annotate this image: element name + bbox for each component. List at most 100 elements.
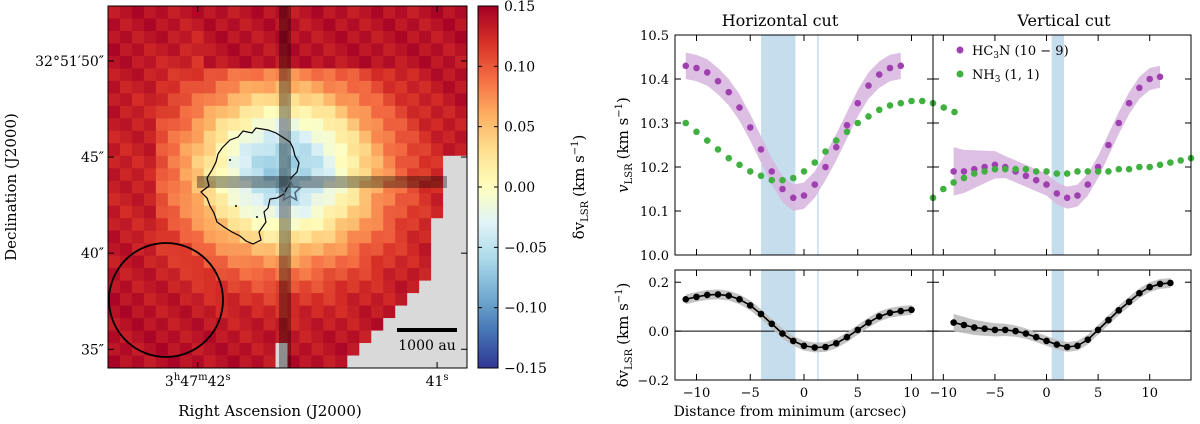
- map-cell: [407, 55, 420, 70]
- map-cell: [347, 193, 360, 207]
- map-cell: [155, 55, 169, 70]
- map-cell: [215, 180, 229, 194]
- map-cell: [383, 55, 396, 70]
- map-cell: [371, 330, 384, 344]
- map-cell: [443, 280, 456, 294]
- map-cell: [455, 68, 467, 82]
- map-cell: [215, 243, 229, 257]
- map-cell: [383, 305, 396, 319]
- data-point: [746, 302, 754, 309]
- map-cell: [179, 218, 193, 232]
- map-cell: [395, 93, 408, 107]
- map-cell: [359, 293, 372, 307]
- map-cell: [227, 280, 241, 294]
- map-cell: [335, 30, 348, 45]
- map-cell: [299, 230, 313, 244]
- data-point: [960, 174, 968, 182]
- map-cell: [419, 355, 432, 368]
- map-cell: [407, 143, 420, 157]
- map-cell: [179, 130, 193, 144]
- map-cell: [431, 343, 444, 357]
- data-point: [682, 296, 690, 303]
- map-cell: [251, 193, 265, 207]
- map-cell: [323, 268, 336, 282]
- map-cell: [371, 93, 384, 107]
- map-cell: [155, 330, 169, 344]
- map-cell: [251, 143, 265, 157]
- map-cell: [455, 193, 467, 207]
- map-y-ticks: 32°51′50″ 45″ 40″ 35″: [35, 54, 467, 358]
- map-cell: [443, 330, 456, 344]
- map-cell: [443, 105, 456, 119]
- map-cell: [227, 130, 241, 144]
- map-cell: [143, 30, 157, 45]
- map-cell: [179, 93, 193, 107]
- map-cell: [215, 105, 229, 119]
- map-cell: [227, 205, 241, 219]
- map-cell: [203, 68, 217, 82]
- map-cell: [299, 6, 313, 20]
- map-cell: [179, 6, 193, 20]
- map-cell: [443, 343, 456, 357]
- tick-part: 42: [208, 374, 226, 390]
- map-cell: [131, 130, 145, 144]
- map-cell: [395, 30, 408, 45]
- map-cell: [263, 105, 277, 119]
- data-point: [1136, 289, 1143, 297]
- map-cell: [143, 143, 157, 157]
- map-cell: [287, 118, 301, 132]
- map-cell: [311, 80, 324, 94]
- data-point: [800, 168, 808, 175]
- map-cell: [119, 318, 133, 332]
- map-cell: [167, 143, 181, 157]
- map-cell: [335, 18, 348, 32]
- map-cell: [203, 243, 217, 257]
- map-cell: [407, 43, 420, 57]
- map-cell: [108, 68, 121, 82]
- map-cell: [191, 168, 205, 182]
- data-point: [768, 168, 776, 175]
- map-cell: [119, 93, 133, 107]
- map-cell: [131, 68, 145, 82]
- map-cell: [251, 105, 265, 119]
- data-point: [1043, 337, 1050, 345]
- map-cell: [359, 143, 372, 157]
- data-point: [746, 124, 754, 131]
- map-cell: [395, 330, 408, 344]
- map-cell: [227, 43, 241, 57]
- map-cell: [455, 293, 467, 307]
- map-cell: [407, 105, 420, 119]
- data-point: [897, 99, 905, 107]
- map-cell: [383, 43, 396, 57]
- map-cell: [251, 130, 265, 144]
- map-cell: [287, 18, 301, 32]
- map-cell: [323, 168, 336, 182]
- map-cell: [335, 330, 348, 344]
- map-cell: [419, 68, 432, 82]
- map-cell: [407, 93, 420, 107]
- map-cell: [371, 230, 384, 244]
- map-cell: [167, 293, 181, 307]
- map-cell: [431, 268, 444, 282]
- series-line: [953, 282, 1171, 348]
- map-cell: [419, 43, 432, 57]
- map-cell: [419, 143, 432, 157]
- map-cell: [455, 105, 467, 119]
- map-cell: [455, 93, 467, 107]
- map-cell: [359, 330, 372, 344]
- map-cell: [131, 80, 145, 94]
- map-cell: [239, 343, 253, 357]
- map-cell: [383, 168, 396, 182]
- map-cell: [191, 155, 205, 169]
- map-cell: [239, 318, 253, 332]
- beam-ellipse: [108, 242, 224, 358]
- map-cell: [263, 243, 277, 257]
- data-point: [789, 174, 797, 182]
- map-cell: [347, 168, 360, 182]
- map-cell: [275, 118, 289, 132]
- map-cell: [167, 43, 181, 57]
- map-cell: [431, 355, 444, 368]
- map-cell: [299, 205, 313, 219]
- horizontal-cut-title: Horizontal cut: [722, 11, 839, 30]
- map-cell: [359, 355, 372, 368]
